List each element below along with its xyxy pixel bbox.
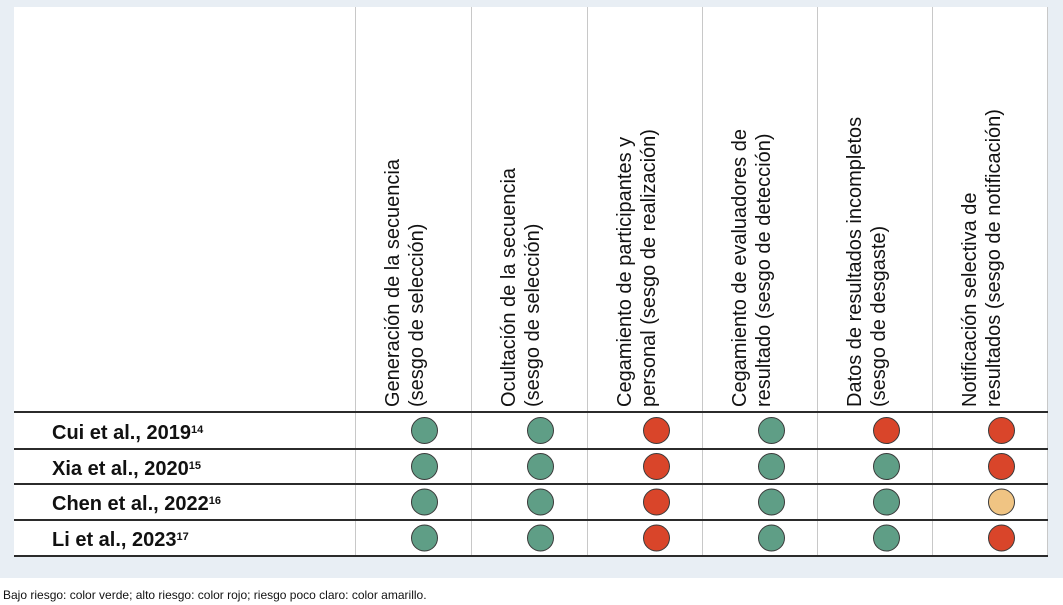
risk-of-bias-table: Generación de la secuencia (sesgo de sele… — [14, 7, 1048, 557]
column-header-line: Datos de resultados incompletos — [844, 116, 866, 407]
study-name: Li et al., 2023 — [52, 529, 177, 551]
rating-dot-low — [527, 453, 554, 480]
rating-dot-high — [643, 417, 670, 444]
rating-dot-high — [873, 417, 900, 444]
column-separator — [471, 7, 472, 557]
study-reference: 15 — [188, 459, 202, 472]
column-header: Datos de resultados incompletos (sesgo de… — [843, 117, 891, 407]
rating-dot-low — [411, 488, 438, 516]
row-rule — [14, 411, 1048, 413]
rating-dot-low — [873, 488, 900, 516]
study-label: Chen et al., 202216 — [52, 489, 221, 516]
rating-dot-low — [873, 453, 900, 480]
column-separator — [355, 7, 356, 557]
column-header: Cegamiento de evaluadores de resultado (s… — [728, 129, 776, 407]
rating-dot-low — [873, 524, 900, 552]
rating-dot-high — [643, 488, 670, 516]
column-header-line: (sesgo de selección) — [522, 223, 544, 407]
column-header-line: resultado (sesgo de detección) — [753, 133, 775, 408]
rating-dot-high — [643, 524, 670, 552]
column-header-line: Ocultación de la secuencia — [498, 167, 520, 407]
footnote: Bajo riesgo: color verde; alto riesgo: c… — [3, 588, 427, 602]
rating-dot-high — [988, 417, 1015, 444]
study-name: Xia et al., 2020 — [52, 457, 189, 480]
row-rule — [14, 555, 1048, 557]
column-separator — [1047, 7, 1048, 557]
study-name: Cui et al., 2019 — [52, 421, 191, 444]
rating-dot-low — [527, 488, 554, 516]
column-separator — [817, 7, 818, 557]
study-reference: 17 — [176, 531, 189, 543]
column-header-line: (sesgo de selección) — [406, 223, 428, 407]
study-label: Li et al., 202317 — [52, 525, 189, 552]
column-header-line: resultados (sesgo de notificación) — [983, 109, 1005, 407]
rating-dot-low — [758, 488, 785, 516]
column-header-line: personal (sesgo de realización) — [638, 129, 660, 407]
column-header-line: Generación de la secuencia — [382, 159, 404, 407]
rating-dot-low — [411, 453, 438, 480]
row-rule — [14, 448, 1048, 450]
rating-dot-high — [988, 524, 1015, 552]
column-header-line: (sesgo de desgaste) — [868, 225, 890, 407]
study-reference: 16 — [208, 495, 221, 507]
rating-dots-layer — [411, 417, 1015, 552]
column-header: Generación de la secuencia (sesgo de sele… — [381, 159, 429, 407]
rating-dot-low — [758, 417, 785, 444]
column-header: Notificación selectiva de resultados (ses… — [958, 109, 1006, 407]
study-reference: 14 — [190, 423, 204, 436]
rating-dot-low — [527, 524, 554, 552]
column-header-line: Cegamiento de evaluadores de — [729, 129, 751, 407]
column-header-line: Notificación selectiva de — [959, 192, 981, 407]
rating-dot-high — [643, 453, 670, 480]
rating-dot-unclear — [988, 488, 1015, 516]
rating-dot-low — [411, 417, 438, 444]
column-separator — [587, 7, 588, 557]
column-separator — [932, 7, 933, 557]
study-name: Chen et al., 2022 — [52, 493, 209, 515]
column-separator — [702, 7, 703, 557]
row-rule — [14, 519, 1048, 521]
column-header: Ocultación de la secuencia (sesgo de sele… — [497, 168, 545, 407]
rating-dot-low — [527, 417, 554, 444]
rating-dot-low — [758, 453, 785, 480]
column-header-line: Cegamiento de participantes y — [614, 136, 636, 407]
rating-dot-low — [758, 524, 785, 552]
figure-panel: Generación de la secuencia (sesgo de sele… — [0, 0, 1063, 578]
rating-dot-high — [988, 453, 1015, 480]
row-rule — [14, 483, 1048, 485]
study-label: Xia et al., 202015 — [52, 454, 201, 481]
column-header: Cegamiento de participantes y personal (s… — [613, 129, 661, 407]
rating-dot-low — [411, 524, 438, 552]
study-label: Cui et al., 201914 — [52, 418, 203, 445]
